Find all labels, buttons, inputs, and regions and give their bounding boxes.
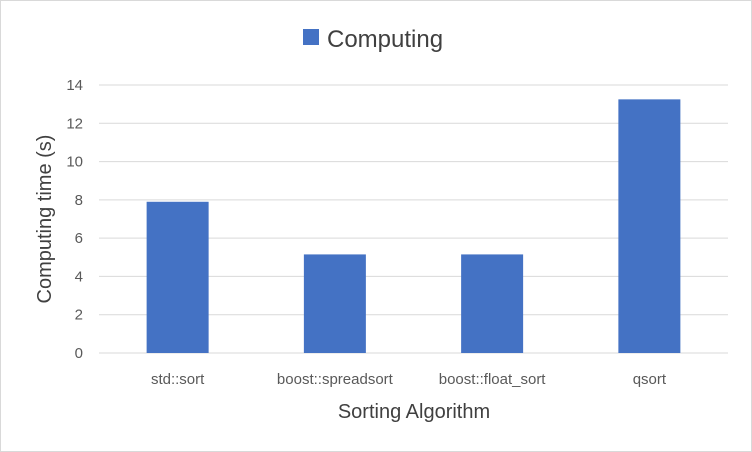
bar-2 [461,254,524,353]
x-tick-label: boost::spreadsort [277,371,394,388]
x-axis-title: Sorting Algorithm [338,401,490,423]
y-tick-label: 8 [75,192,83,209]
y-tick-label: 12 [66,115,83,132]
bar-1 [303,254,366,353]
y-tick-label: 0 [75,345,83,362]
y-tick-label: 6 [75,230,83,247]
bar-3 [618,99,681,353]
legend: Computing [303,26,443,53]
y-tick-label: 14 [66,77,83,94]
bars [146,99,681,353]
x-tick-label: boost::float_sort [439,371,547,388]
legend-swatch [303,29,319,45]
x-tick-label: std::sort [151,371,205,388]
y-axis-ticks: 0 2 4 6 8 10 12 14 [66,77,83,362]
bar-0 [146,201,209,353]
y-tick-label: 10 [66,154,83,171]
y-tick-label: 4 [75,268,83,285]
x-tick-label: qsort [633,371,667,388]
x-axis-ticks: std::sort boost::spreadsort boost::float_s… [151,371,667,388]
y-axis-title: Computing time (s) [34,135,56,304]
legend-label-computing: Computing [327,26,443,53]
y-tick-label: 2 [75,307,83,324]
